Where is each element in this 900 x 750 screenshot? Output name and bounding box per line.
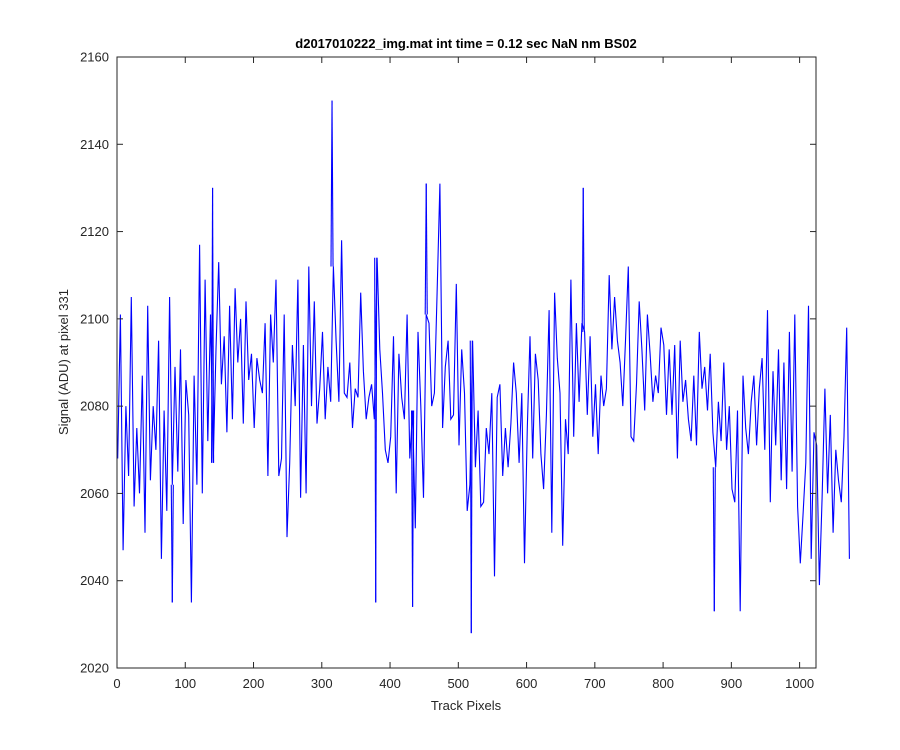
y-tick-label: 2160 — [80, 50, 109, 65]
x-tick-label: 700 — [584, 676, 606, 691]
data-layer — [117, 100, 850, 634]
x-tick-label: 500 — [447, 676, 469, 691]
axes-box — [116, 56, 817, 669]
y-tick-label: 2100 — [80, 311, 109, 326]
x-tick-label: 300 — [311, 676, 333, 691]
spike-peak — [470, 340, 473, 634]
x-tick-label: 0 — [113, 676, 120, 691]
y-tick-label: 2080 — [80, 399, 109, 414]
x-tick-label: 200 — [243, 676, 265, 691]
ticks: 0 100 200 300 400 500 600 700 800 900 1000 2020 2040… — [80, 50, 816, 691]
x-tick-label: 900 — [721, 676, 743, 691]
spike-peak — [425, 183, 428, 315]
spike-peak — [582, 187, 585, 332]
series-line-0 — [117, 183, 850, 612]
axes-frame — [116, 56, 817, 669]
y-tick-label: 2120 — [80, 224, 109, 239]
chart-title: d2017010222_img.mat int time = 0.12 sec … — [295, 36, 636, 51]
spike-peak — [171, 484, 174, 603]
x-tick-label: 100 — [174, 676, 196, 691]
spike-peak — [713, 467, 716, 612]
spike-peak — [331, 100, 334, 267]
y-tick-label: 2140 — [80, 137, 109, 152]
x-tick-label: 600 — [516, 676, 538, 691]
y-tick-label: 2020 — [80, 661, 109, 676]
y-tick-label: 2060 — [80, 486, 109, 501]
x-axis-label: Track Pixels — [431, 698, 502, 713]
spike-peak — [375, 257, 378, 603]
x-tick-label: 400 — [379, 676, 401, 691]
y-tick-label: 2040 — [80, 573, 109, 588]
y-axis-label: Signal (ADU) at pixel 331 — [56, 289, 71, 435]
x-tick-label: 1000 — [785, 676, 814, 691]
spike-peak — [412, 410, 415, 607]
spike-peak — [212, 187, 215, 463]
x-tick-label: 800 — [652, 676, 674, 691]
plot-area — [117, 57, 816, 668]
